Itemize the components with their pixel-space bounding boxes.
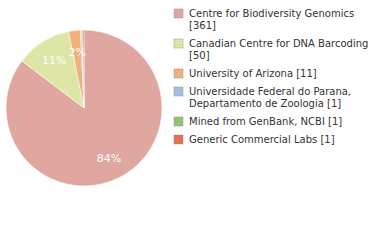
legend-swatch [174, 39, 183, 48]
data-labels: 84% 11%2% [42, 46, 121, 165]
legend-swatch [174, 69, 183, 78]
legend-swatch [174, 135, 183, 144]
data-label: 11% [42, 54, 66, 67]
legend-swatch [174, 87, 183, 96]
pie [6, 30, 162, 186]
data-label: 2% [68, 46, 85, 59]
legend-label: University of Arizona [11] [189, 68, 317, 79]
pie-slice [82, 30, 84, 108]
legend-label: Generic Commercial Labs [1] [189, 134, 335, 145]
chart: 84% 11%2% Centre for Biodiversity Genomics… [0, 0, 380, 240]
legend-label: Universidade Federal do Parana,Departame… [189, 86, 351, 109]
pie-slice [83, 30, 84, 108]
pie-slice [69, 30, 84, 108]
pie-slice [6, 30, 162, 186]
legend-swatch [174, 9, 183, 18]
legend-label: Centre for Biodiversity Genomics[361] [189, 8, 354, 31]
legend-label: Mined from GenBank, NCBI [1] [189, 116, 342, 127]
legend-label: Canadian Centre for DNA Barcoding[50] [189, 38, 368, 61]
data-label: 84% [97, 152, 121, 165]
legend: Centre for Biodiversity Genomics[361] Can… [174, 8, 368, 145]
pie-slice [80, 30, 84, 108]
legend-swatch [174, 117, 183, 126]
